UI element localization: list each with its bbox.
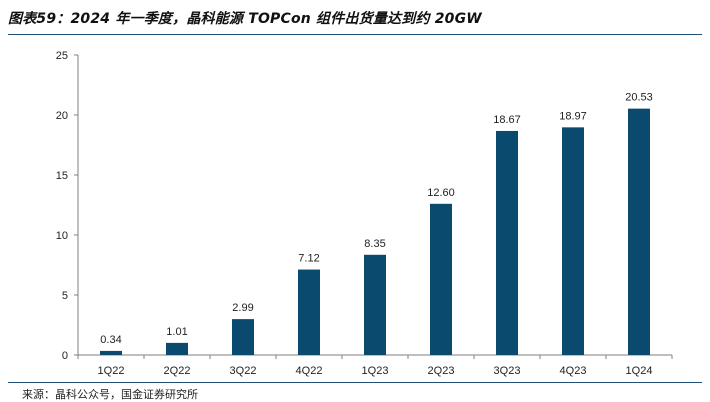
- bar-1q23: [364, 254, 386, 355]
- y-tick-label: 20: [56, 110, 68, 122]
- bar-3q22: [232, 319, 254, 355]
- x-tick-label-3q23: 3Q23: [494, 365, 521, 377]
- bar-2q22: [166, 342, 188, 355]
- x-tick-label-3q22: 3Q22: [230, 365, 257, 377]
- x-tick-label-1q22: 1Q22: [98, 365, 125, 377]
- data-label-3q23: 18.67: [493, 114, 521, 126]
- bar-2q23: [430, 203, 452, 355]
- x-tick-label-1q23: 1Q23: [362, 365, 389, 377]
- x-axis: 1Q22 2Q22 3Q22 4Q22 1Q23 2Q23 3Q23 4Q23 1Q24: [77, 354, 673, 377]
- bars: [100, 108, 650, 355]
- title-divider: [8, 34, 702, 35]
- bar-1q24: [628, 108, 650, 355]
- y-tick-label: 0: [62, 350, 68, 362]
- data-label-1q24: 20.53: [625, 92, 653, 104]
- bar-4q23: [562, 127, 584, 355]
- data-label-2q23: 12.60: [427, 187, 455, 199]
- bar-3q23: [496, 130, 518, 355]
- x-tick-label-2q23: 2Q23: [428, 365, 455, 377]
- source-note: 来源：晶科公众号，国金证券研究所: [22, 388, 198, 401]
- data-label-1q22: 0.34: [100, 334, 121, 346]
- y-axis: 0 5 10 15 20 25: [56, 50, 79, 362]
- y-tick-label: 10: [56, 230, 68, 242]
- data-labels: 0.34 1.01 2.99 7.12 8.35 12.60 18.67 18.97 20.53: [100, 92, 652, 346]
- y-tick-label: 15: [56, 170, 68, 182]
- bar-1q22: [100, 350, 122, 355]
- data-label-3q22: 2.99: [232, 302, 253, 314]
- x-tick-label-1q24: 1Q24: [626, 365, 653, 377]
- bar-4q22: [298, 269, 320, 355]
- page-title: 图表59：2024 年一季度，晶科能源 TOPCon 组件出货量达到约 20GW: [8, 11, 482, 27]
- x-tick-label-4q22: 4Q22: [296, 365, 323, 377]
- x-tick-label-4q23: 4Q23: [560, 365, 587, 377]
- data-label-2q22: 1.01: [166, 326, 187, 338]
- x-tick-label-2q22: 2Q22: [164, 365, 191, 377]
- data-label-4q22: 7.12: [298, 253, 319, 265]
- data-label-4q23: 18.97: [559, 110, 587, 122]
- source-divider: [8, 382, 702, 383]
- y-tick-label: 25: [56, 50, 68, 62]
- data-label-1q23: 8.35: [364, 238, 385, 250]
- y-tick-label: 5: [62, 290, 68, 302]
